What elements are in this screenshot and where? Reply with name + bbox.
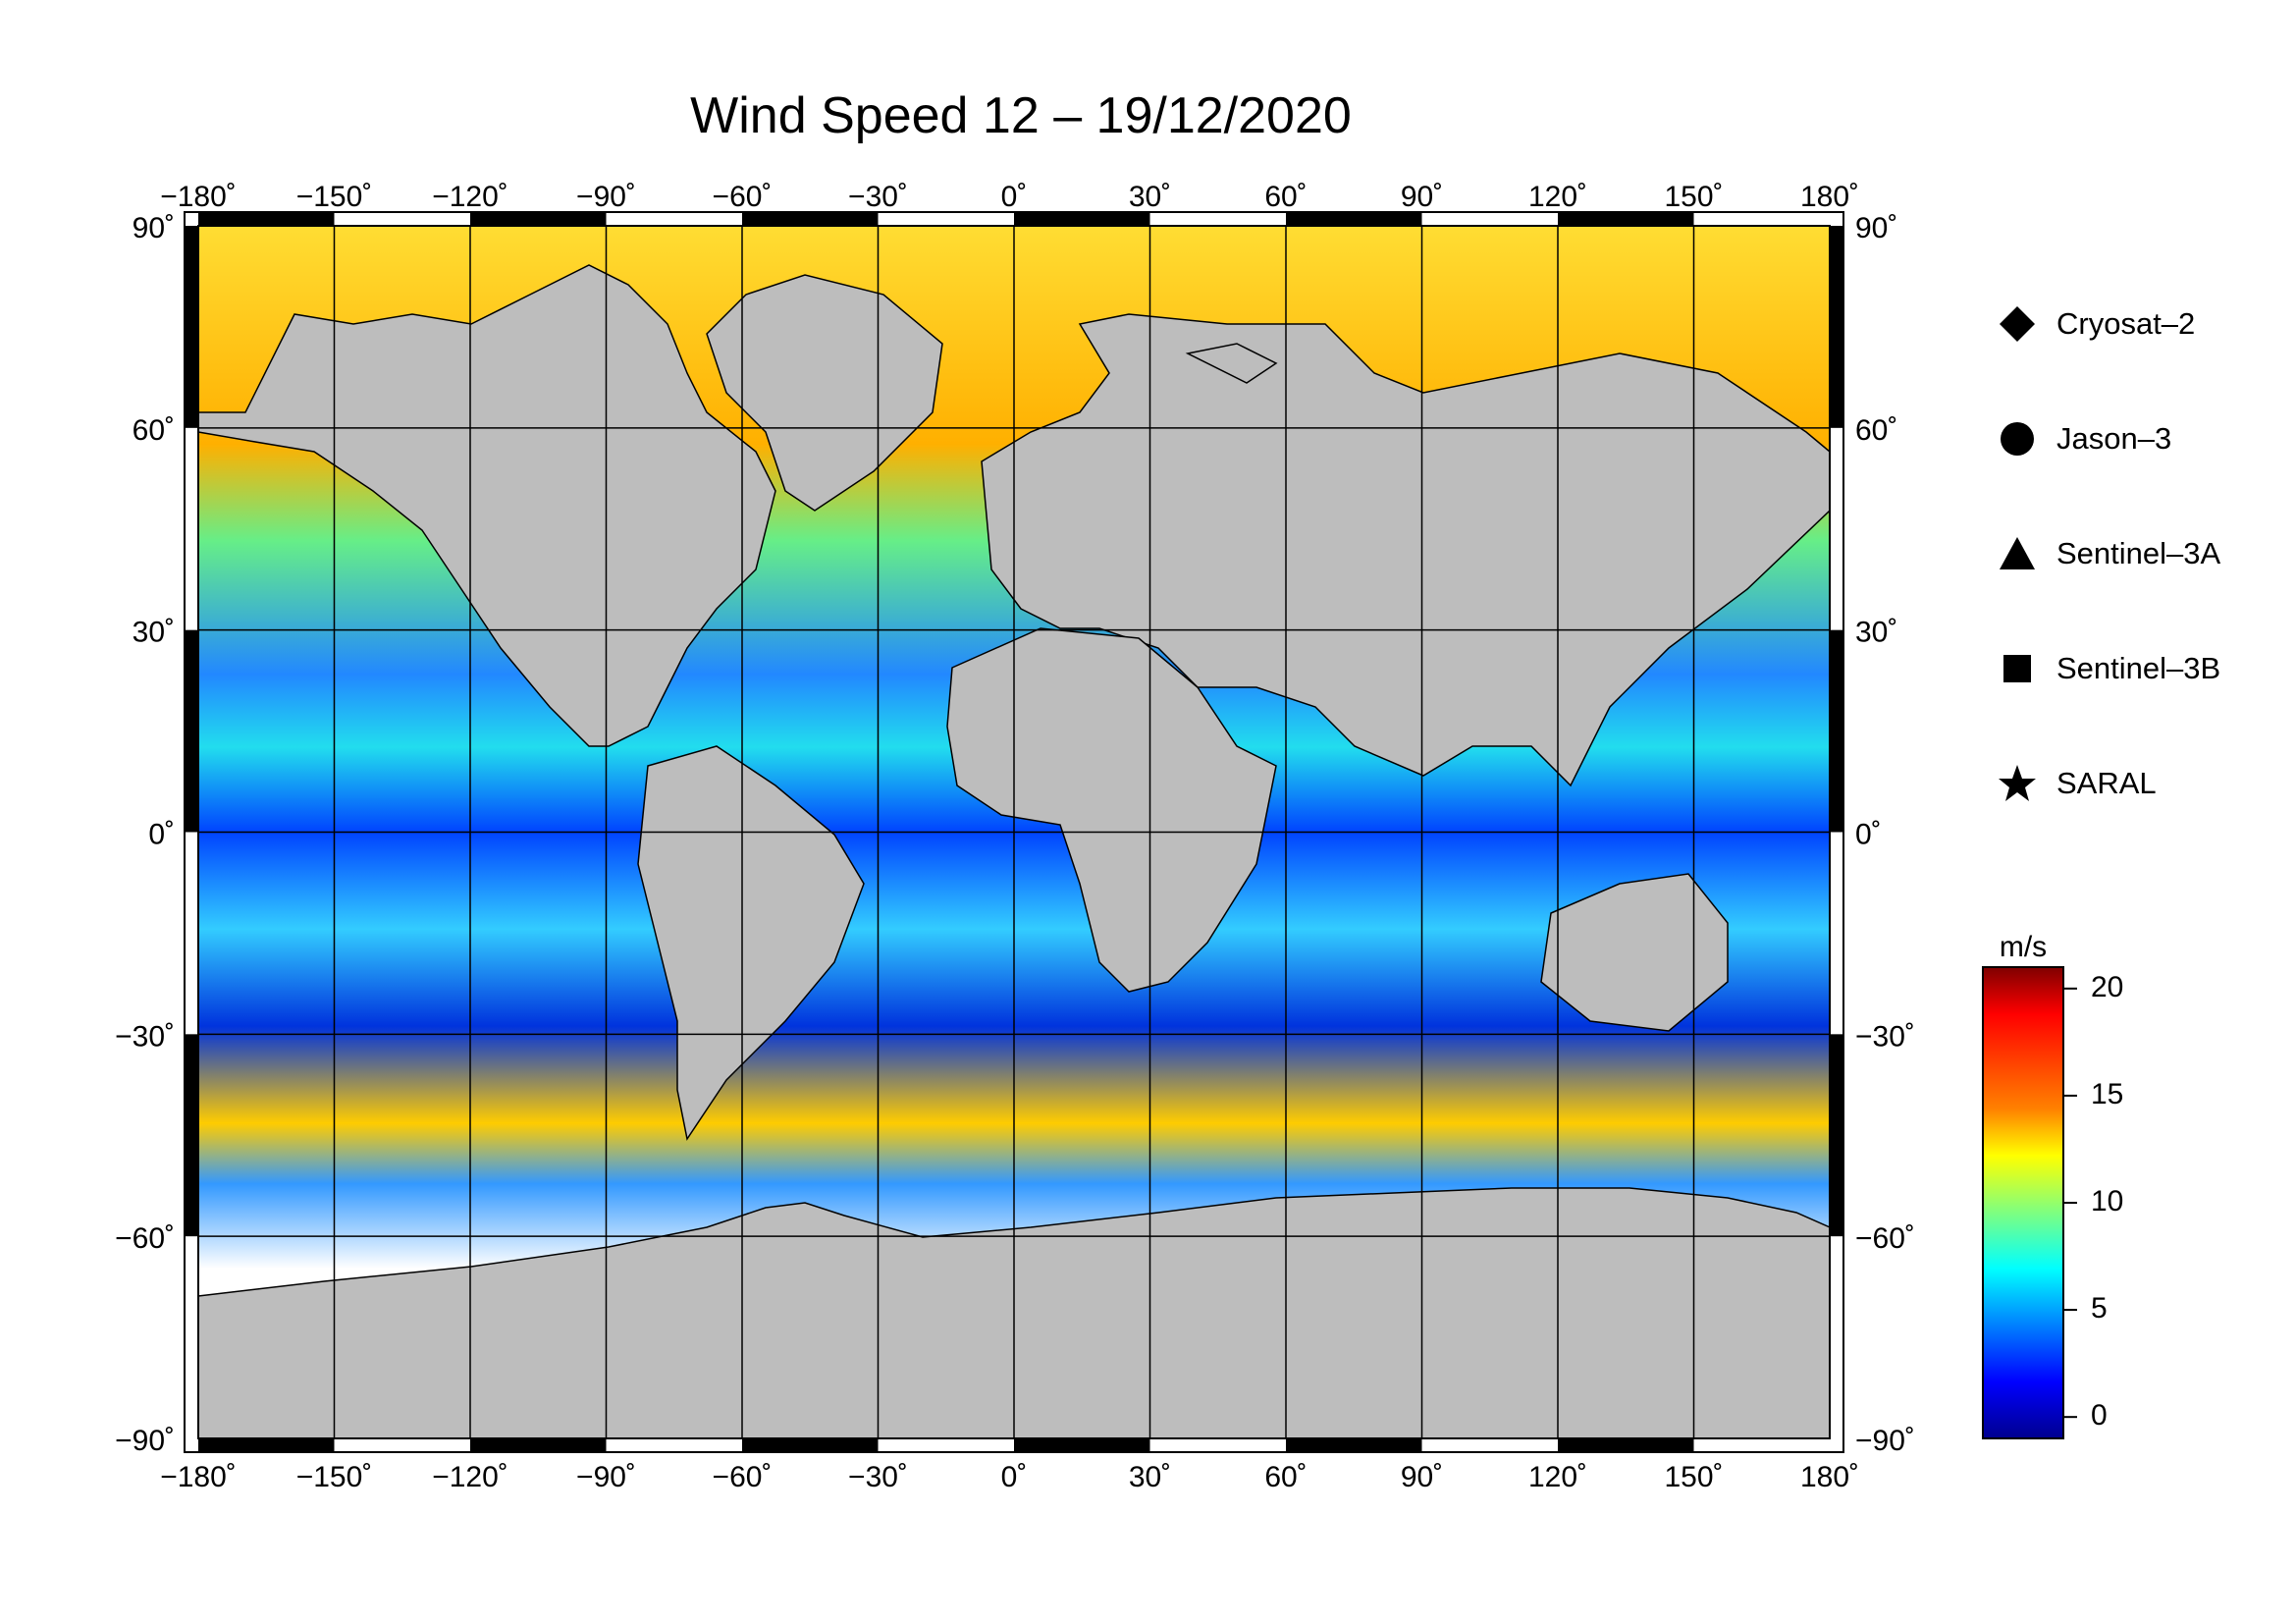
lon-tick-label: 120˚ <box>1528 181 1587 213</box>
lon-tick-label: 30˚ <box>1129 181 1171 213</box>
frame-segment <box>185 629 198 833</box>
north-america <box>197 264 776 747</box>
lat-tick-label: 90˚ <box>1855 212 1897 244</box>
lon-tick-label: 0˚ <box>1001 181 1028 213</box>
lat-labels-left: 90˚ 60˚ 30˚ 0˚ −30˚ −60˚ −90˚ <box>115 212 175 1457</box>
lat-tick-label: −90˚ <box>1855 1425 1915 1457</box>
lon-tick-label: −150˚ <box>296 1461 373 1493</box>
lat-tick-label: −90˚ <box>115 1425 175 1457</box>
star-icon <box>1999 765 2036 801</box>
frame-segment <box>185 1034 198 1237</box>
africa <box>946 627 1277 993</box>
lat-tick-label: 60˚ <box>133 414 175 447</box>
lon-tick-label: −30˚ <box>848 181 908 213</box>
south-america <box>637 745 865 1141</box>
colorbar-tick-label: 5 <box>2091 1292 2108 1325</box>
frame-segment <box>742 212 879 226</box>
legend-item: Sentinel–3B <box>1998 641 2220 696</box>
colorbar-ticks <box>2063 987 2077 1419</box>
diamond-icon <box>2000 306 2035 342</box>
lat-tick-label: 60˚ <box>1855 414 1897 447</box>
frame-segment <box>1286 212 1422 226</box>
frame-segment <box>742 1438 879 1452</box>
lon-tick-label: 60˚ <box>1264 1461 1307 1493</box>
lat-tick-label: 0˚ <box>148 819 175 851</box>
frame-segment <box>1830 629 1843 833</box>
colorbar-tick-label: 15 <box>2091 1077 2124 1110</box>
lat-labels-right: 90˚ 60˚ 30˚ 0˚ −30˚ −60˚ −90˚ <box>1855 212 1915 1457</box>
lat-tick-label: −30˚ <box>115 1020 175 1053</box>
lon-tick-label: 90˚ <box>1401 181 1443 213</box>
lon-tick-label: 0˚ <box>1001 1461 1028 1493</box>
colorbar-unit: m/s <box>1999 931 2048 963</box>
frame-segment <box>1286 1438 1422 1452</box>
frame-segment <box>198 1438 335 1452</box>
frame-segment <box>198 212 335 226</box>
lon-tick-label: 150˚ <box>1664 1461 1723 1493</box>
lon-tick-label: −120˚ <box>432 181 508 213</box>
lon-tick-label: −180˚ <box>160 1461 237 1493</box>
lon-tick-label: −150˚ <box>296 181 373 213</box>
circle-icon <box>2001 422 2034 456</box>
lon-tick-label: 120˚ <box>1528 1461 1587 1493</box>
frame-segment <box>1558 1438 1694 1452</box>
frame-segment <box>1014 212 1150 226</box>
lat-tick-label: −30˚ <box>1855 1020 1915 1053</box>
lat-tick-label: 0˚ <box>1855 819 1882 851</box>
legend-label: Jason–3 <box>2056 421 2172 456</box>
legend-item: Sentinel–3A <box>1998 526 2220 581</box>
lon-tick-label: −60˚ <box>713 181 773 213</box>
frame-segment <box>470 1438 607 1452</box>
triangle-icon <box>2000 537 2035 569</box>
lon-tick-label: −30˚ <box>848 1461 908 1493</box>
legend-label: Cryosat–2 <box>2056 306 2196 341</box>
lat-tick-label: 30˚ <box>1855 617 1897 649</box>
lon-tick-label: −120˚ <box>432 1461 508 1493</box>
frame-segment <box>1558 212 1694 226</box>
lon-tick-label: 180˚ <box>1800 181 1859 213</box>
lon-tick-label: −60˚ <box>713 1461 773 1493</box>
lon-tick-label: 90˚ <box>1401 1461 1443 1493</box>
colorbar <box>1982 966 2064 1439</box>
legend-item: Jason–3 <box>1998 411 2171 466</box>
legend-item: SARAL <box>1998 756 2157 811</box>
lon-labels-bottom: −180˚ −150˚ −120˚ −90˚ −60˚ −30˚ 0˚ 30˚ 60˚ 90˚ 12… <box>160 1461 1859 1493</box>
greenland <box>706 274 943 512</box>
lon-tick-label: 180˚ <box>1800 1461 1859 1493</box>
lon-tick-label: −90˚ <box>576 1461 636 1493</box>
lon-tick-label: 150˚ <box>1664 181 1723 213</box>
frame-segment <box>1830 226 1843 428</box>
lon-labels-top: −180˚ −150˚ −120˚ −90˚ −60˚ −30˚ 0˚ 30˚ 60˚ 90˚ 12… <box>160 181 1859 213</box>
frame-segment <box>185 226 198 428</box>
svalbard-region <box>1185 343 1278 384</box>
lat-tick-label: −60˚ <box>1855 1222 1915 1255</box>
lat-tick-label: 90˚ <box>133 212 175 244</box>
colorbar-tick-label: 20 <box>2091 970 2124 1003</box>
frame-segment <box>1014 1438 1150 1452</box>
frame-segment <box>470 212 607 226</box>
lon-tick-label: 30˚ <box>1129 1461 1171 1493</box>
legend-item: Cryosat–2 <box>1998 297 2195 352</box>
lon-tick-label: −180˚ <box>160 181 237 213</box>
graticule <box>197 225 1831 1439</box>
eurasia <box>981 313 1831 787</box>
lat-tick-label: 30˚ <box>133 617 175 649</box>
map-frame <box>184 211 1844 1453</box>
colorbar-tick-label: 10 <box>2091 1185 2124 1217</box>
square-icon <box>2003 655 2031 682</box>
lat-tick-label: −60˚ <box>115 1222 175 1255</box>
legend-label: Sentinel–3B <box>2056 651 2221 685</box>
map-title: Wind Speed 12 – 19/12/2020 <box>690 87 1352 144</box>
legend-label: SARAL <box>2056 766 2157 800</box>
frame-segment <box>1830 1034 1843 1237</box>
legend-label: Sentinel–3A <box>2056 536 2221 570</box>
colorbar-tick-label: 0 <box>2091 1399 2108 1433</box>
lon-tick-label: −90˚ <box>576 181 636 213</box>
lon-tick-label: 60˚ <box>1264 181 1307 213</box>
